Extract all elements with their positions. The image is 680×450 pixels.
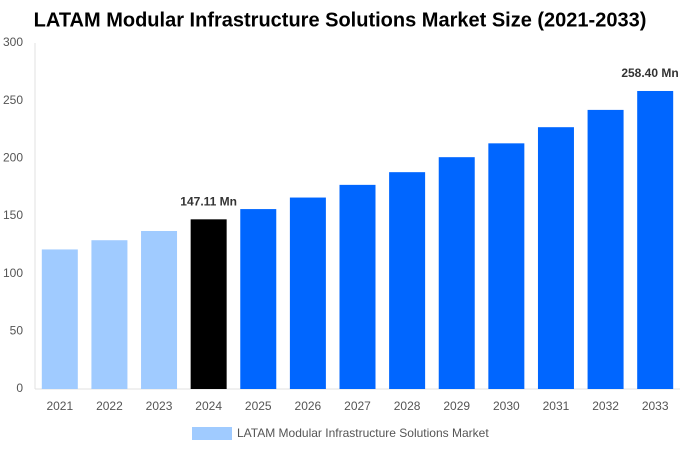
x-tick-label: 2027 <box>344 399 371 413</box>
y-tick-label: 100 <box>3 266 23 280</box>
bar <box>41 249 78 389</box>
bar <box>537 127 574 390</box>
legend-label: LATAM Modular Infrastructure Solutions M… <box>237 426 489 440</box>
y-tick-label: 300 <box>3 35 23 49</box>
x-tick-label: 2028 <box>394 399 421 413</box>
x-tick-label: 2024 <box>195 399 222 413</box>
legend-swatch <box>192 427 232 440</box>
x-tick-label: 2029 <box>443 399 470 413</box>
x-tick-label: 2021 <box>46 399 73 413</box>
value-label: 147.11 Mn <box>180 195 237 209</box>
y-tick-label: 150 <box>3 208 23 222</box>
value-label: 258.40 Mn <box>621 66 678 80</box>
y-tick-label: 200 <box>3 151 23 165</box>
bar <box>289 197 326 389</box>
x-tick-label: 2023 <box>146 399 173 413</box>
bar <box>141 230 178 389</box>
x-tick-label: 2030 <box>493 399 520 413</box>
bar <box>240 209 277 389</box>
y-tick-label: 50 <box>10 324 24 338</box>
bar <box>190 219 227 389</box>
y-tick-label: 0 <box>16 381 23 395</box>
bar <box>91 240 128 389</box>
bar <box>488 143 525 389</box>
x-tick-label: 2032 <box>592 399 619 413</box>
bar <box>438 157 475 389</box>
x-tick-label: 2033 <box>642 399 669 413</box>
x-tick-label: 2025 <box>245 399 272 413</box>
bar <box>637 90 674 389</box>
x-tick-label: 2022 <box>96 399 123 413</box>
x-tick-label: 2031 <box>543 399 570 413</box>
bar <box>389 172 426 389</box>
bar <box>587 109 624 389</box>
chart-title: LATAM Modular Infrastructure Solutions M… <box>34 9 647 31</box>
y-tick-label: 250 <box>3 93 23 107</box>
bar <box>339 184 376 389</box>
x-tick-label: 2026 <box>295 399 322 413</box>
